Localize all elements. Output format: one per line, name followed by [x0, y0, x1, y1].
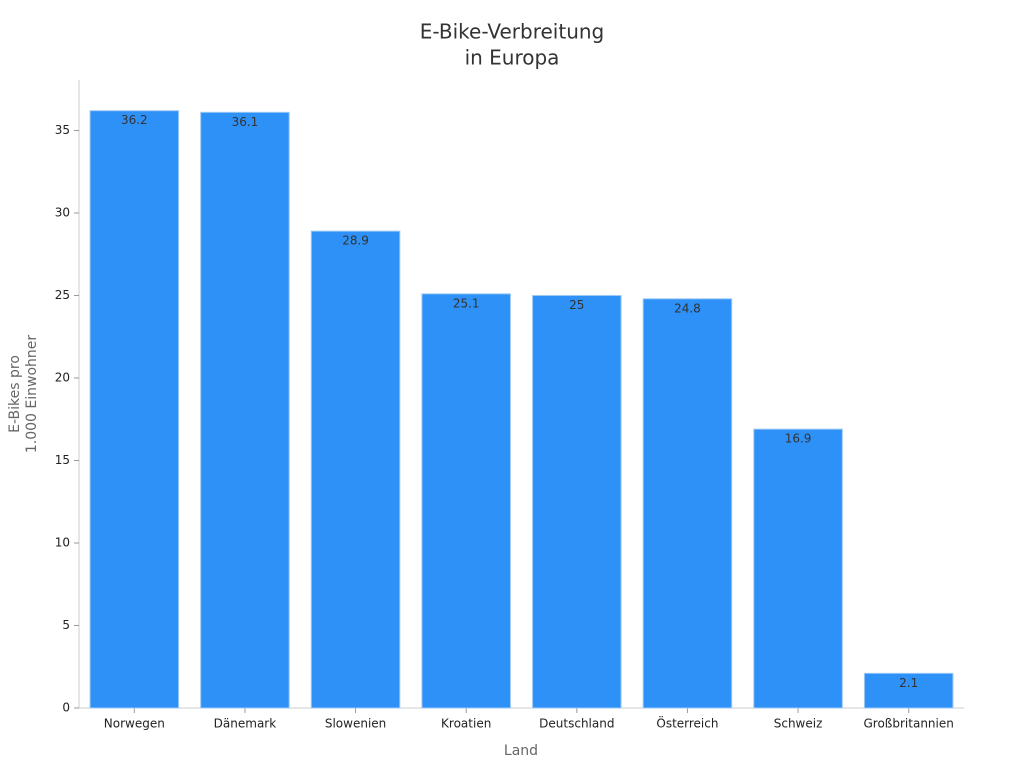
data-label: 24.8 [674, 301, 701, 315]
bar [421, 293, 511, 709]
y-tick-label: 5 [62, 618, 70, 632]
data-label: 36.2 [121, 113, 148, 127]
chart-title: in Europa [465, 46, 560, 70]
y-axis-title-line: 1.000 Einwohner [24, 335, 40, 454]
bar [863, 672, 954, 709]
bar [642, 298, 733, 709]
y-axis-title-line: E-Bikes pro [7, 355, 23, 433]
bar [200, 111, 290, 709]
y-tick-label: 0 [62, 701, 70, 715]
data-label: 28.9 [342, 234, 369, 248]
y-tick-label: 30 [55, 206, 70, 220]
data-label: 25 [569, 298, 584, 312]
bar [753, 428, 843, 709]
x-tick-label: Schweiz [774, 717, 823, 731]
y-tick-label: 20 [55, 371, 70, 385]
x-tick-label: Kroatien [441, 717, 491, 731]
y-tick-label: 15 [55, 453, 70, 467]
bar [310, 230, 401, 709]
bar [532, 295, 622, 709]
x-tick-label: Dänemark [214, 717, 277, 731]
y-tick-label: 25 [55, 288, 70, 302]
x-axis-title: Land [504, 743, 538, 759]
bar [89, 110, 180, 709]
x-tick-label: Großbritannien [864, 717, 954, 731]
y-tick-label: 35 [55, 123, 70, 137]
data-label: 2.1 [899, 676, 918, 690]
y-tick-label: 10 [55, 536, 70, 550]
chart-title: E-Bike-Verbreitung [420, 20, 605, 44]
x-tick-label: Deutschland [539, 717, 614, 731]
data-label: 36.1 [232, 115, 259, 129]
x-tick-label: Österreich [656, 715, 718, 731]
x-tick-label: Slowenien [325, 717, 386, 731]
data-label: 16.9 [785, 432, 812, 446]
y-axis-title: E-Bikes pro 1.000 Einwohner [7, 335, 40, 454]
data-label: 25.1 [453, 296, 480, 310]
x-tick-label: Norwegen [104, 717, 165, 731]
